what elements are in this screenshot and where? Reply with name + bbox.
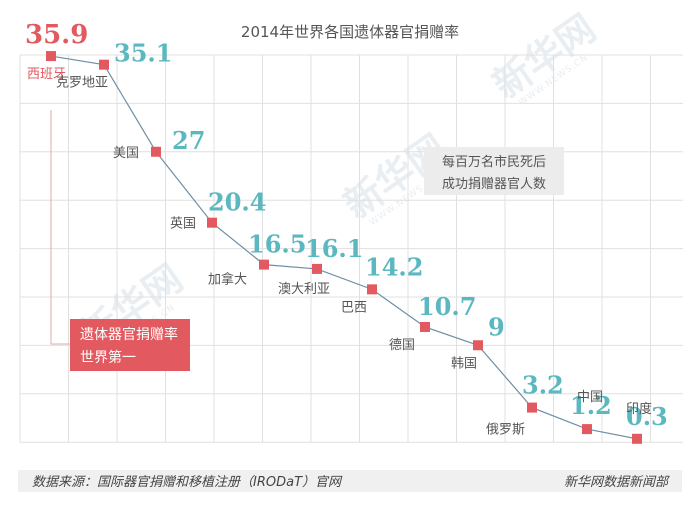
data-point-marker	[99, 59, 109, 70]
data-label: 27	[172, 126, 205, 155]
category-label: 俄罗斯	[486, 423, 525, 438]
legend-line-2: 成功捐赠器官人数	[442, 176, 546, 192]
footer: 数据来源：国际器官捐赠和移植注册（IRODaT）官网 新华网数据新闻部	[18, 470, 682, 492]
data-point-marker	[46, 51, 56, 62]
data-point-marker	[632, 433, 642, 444]
data-label: 10.7	[418, 292, 476, 321]
footer-source: 数据来源：国际器官捐赠和移植注册（IRODaT）官网	[32, 474, 343, 490]
category-label: 韩国	[451, 356, 477, 371]
data-point-marker	[259, 259, 269, 270]
data-label: 0.3	[626, 402, 668, 431]
highlight-line-1: 遗体器官捐赠率	[80, 326, 178, 343]
category-label: 德国	[389, 338, 415, 353]
data-label: 35.1	[114, 39, 172, 68]
data-label: 16.1	[305, 234, 363, 263]
series-line	[50, 55, 638, 440]
legend-background	[424, 147, 564, 195]
data-point-marker	[420, 321, 430, 332]
data-label: 35.9	[25, 20, 88, 50]
data-point-marker	[367, 284, 377, 295]
grid-lines	[19, 54, 683, 443]
data-point-marker	[207, 217, 217, 228]
data-point-marker	[527, 402, 537, 413]
highlight-leader-line	[50, 110, 70, 345]
category-label: 中国	[577, 390, 603, 405]
category-label: 克罗地亚	[56, 76, 108, 91]
category-label: 美国	[113, 146, 139, 161]
category-label: 英国	[170, 217, 196, 232]
highlight-badge-background	[70, 319, 190, 371]
category-label: 西班牙	[27, 67, 66, 82]
footer-credit: 新华网数据新闻部	[564, 475, 670, 490]
data-label: 3.2	[522, 371, 564, 400]
data-label: 16.5	[248, 230, 306, 259]
data-point-marker	[582, 424, 592, 435]
category-label: 加拿大	[208, 272, 247, 288]
chart-title: 2014年世界各国遗体器官捐赠率	[241, 23, 459, 41]
category-label: 印度	[626, 401, 652, 417]
data-point-marker	[473, 340, 483, 351]
legend-line-1: 每百万名市民死后	[442, 154, 546, 170]
data-label: 20.4	[208, 188, 266, 217]
data-point-marker	[312, 263, 322, 274]
data-label: 9	[488, 312, 505, 341]
highlight-line-2: 世界第一	[80, 349, 136, 366]
footer-background	[18, 470, 682, 492]
legend-box: 每百万名市民死后 成功捐赠器官人数	[424, 147, 564, 195]
highlight-badge: 遗体器官捐赠率 世界第一	[70, 319, 190, 371]
category-label: 巴西	[341, 300, 367, 315]
data-label: 1.2	[570, 391, 612, 420]
category-label: 澳大利亚	[278, 281, 330, 297]
data-label: 14.2	[365, 252, 423, 281]
data-point-marker	[151, 146, 161, 157]
